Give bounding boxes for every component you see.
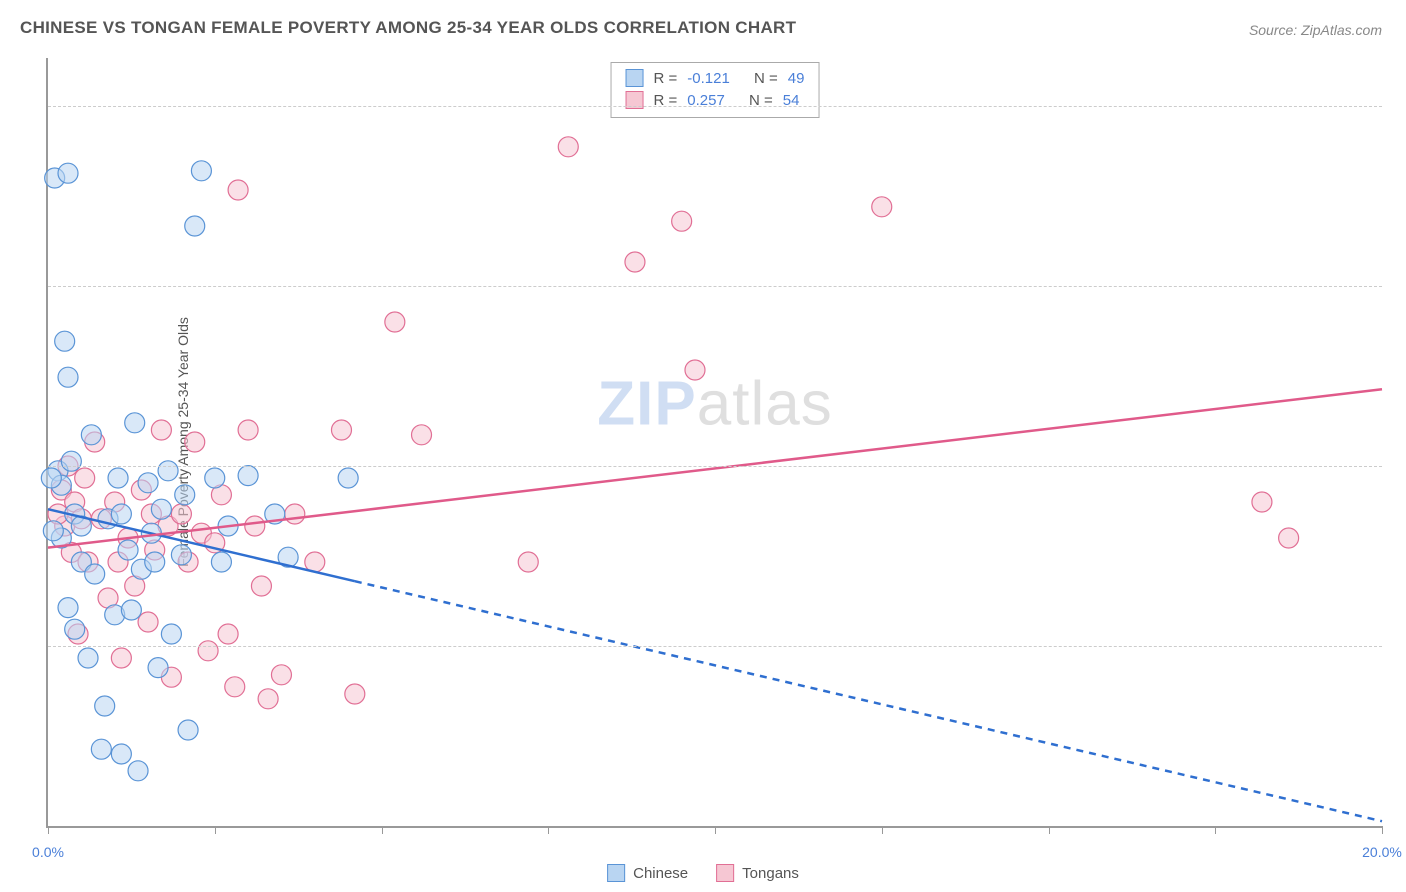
scatter-point: [1279, 528, 1299, 548]
scatter-point: [238, 420, 258, 440]
scatter-point: [58, 598, 78, 618]
scatter-point: [111, 744, 131, 764]
trend-line: [355, 581, 1382, 821]
scatter-point: [178, 720, 198, 740]
scatter-point: [385, 312, 405, 332]
xtick-label: 0.0%: [32, 844, 64, 860]
scatter-point: [245, 516, 265, 536]
scatter-point: [672, 211, 692, 231]
scatter-point: [558, 137, 578, 157]
scatter-point: [872, 197, 892, 217]
xtick: [382, 826, 383, 834]
scatter-point: [412, 425, 432, 445]
scatter-point: [78, 648, 98, 668]
scatter-point: [121, 600, 141, 620]
gridline-h: [48, 286, 1382, 287]
scatter-point: [198, 641, 218, 661]
ytick-label: 30.0%: [1388, 98, 1406, 114]
scatter-point: [625, 252, 645, 272]
scatter-point: [125, 413, 145, 433]
xtick: [1215, 826, 1216, 834]
chart-title: CHINESE VS TONGAN FEMALE POVERTY AMONG 2…: [20, 18, 796, 38]
scatter-point: [185, 432, 205, 452]
scatter-point: [41, 468, 61, 488]
scatter-point: [75, 468, 95, 488]
scatter-point: [518, 552, 538, 572]
scatter-point: [185, 216, 205, 236]
scatter-point: [111, 648, 131, 668]
gridline-h: [48, 106, 1382, 107]
ytick-label: 22.5%: [1388, 278, 1406, 294]
legend-item-series2: Tongans: [716, 864, 799, 882]
scatter-point: [138, 612, 158, 632]
scatter-point: [58, 163, 78, 183]
scatter-point: [43, 521, 63, 541]
scatter-point: [111, 504, 131, 524]
legend-swatch-series1: [607, 864, 625, 882]
scatter-point: [685, 360, 705, 380]
gridline-h: [48, 466, 1382, 467]
xtick-label: 20.0%: [1362, 844, 1402, 860]
scatter-point: [331, 420, 351, 440]
scatter-point: [85, 564, 105, 584]
scatter-point: [1252, 492, 1272, 512]
scatter-point: [225, 677, 245, 697]
scatter-point: [345, 684, 365, 704]
xtick: [1049, 826, 1050, 834]
legend-label-series1: Chinese: [633, 865, 688, 882]
scatter-point: [91, 739, 111, 759]
scatter-point: [175, 485, 195, 505]
ytick-label: 15.0%: [1388, 458, 1406, 474]
scatter-point: [58, 367, 78, 387]
legend-swatch-series2: [716, 864, 734, 882]
xtick: [715, 826, 716, 834]
scatter-point: [95, 696, 115, 716]
scatter-point: [251, 576, 271, 596]
scatter-point: [118, 540, 138, 560]
scatter-point: [218, 624, 238, 644]
xtick: [548, 826, 549, 834]
source-label: Source: ZipAtlas.com: [1249, 22, 1382, 38]
xtick: [1382, 826, 1383, 834]
scatter-point: [81, 425, 101, 445]
ytick-label: 7.5%: [1388, 638, 1406, 654]
xtick: [48, 826, 49, 834]
scatter-point: [65, 619, 85, 639]
scatter-point: [338, 468, 358, 488]
xtick: [882, 826, 883, 834]
scatter-point: [148, 658, 168, 678]
gridline-h: [48, 646, 1382, 647]
plot-area: Female Poverty Among 25-34 Year Olds ZIP…: [46, 58, 1382, 828]
scatter-point: [55, 331, 75, 351]
scatter-point: [108, 468, 128, 488]
scatter-point: [211, 552, 231, 572]
scatter-svg: [48, 58, 1382, 826]
scatter-point: [171, 504, 191, 524]
bottom-legend: Chinese Tongans: [607, 864, 799, 882]
scatter-point: [258, 689, 278, 709]
scatter-point: [151, 420, 171, 440]
xtick: [215, 826, 216, 834]
scatter-point: [238, 466, 258, 486]
scatter-point: [151, 499, 171, 519]
scatter-point: [228, 180, 248, 200]
scatter-point: [61, 451, 81, 471]
scatter-point: [271, 665, 291, 685]
scatter-point: [191, 161, 211, 181]
scatter-point: [171, 545, 191, 565]
scatter-point: [285, 504, 305, 524]
legend-item-series1: Chinese: [607, 864, 688, 882]
legend-label-series2: Tongans: [742, 865, 799, 882]
scatter-point: [145, 552, 165, 572]
scatter-point: [205, 468, 225, 488]
scatter-point: [128, 761, 148, 781]
scatter-point: [158, 461, 178, 481]
scatter-point: [138, 473, 158, 493]
scatter-point: [161, 624, 181, 644]
